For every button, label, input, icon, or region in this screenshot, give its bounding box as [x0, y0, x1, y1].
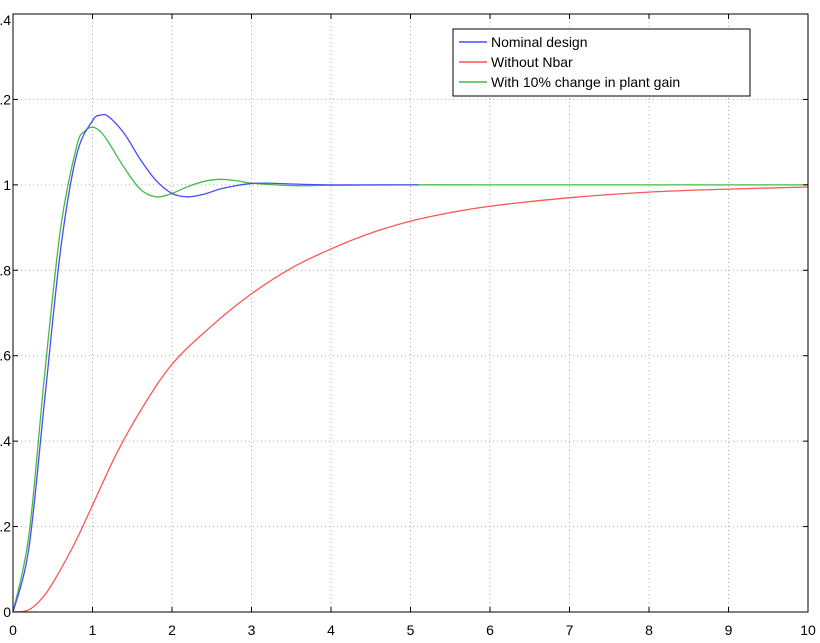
x-tick-label: 5: [407, 622, 415, 638]
x-tick-label: 0: [9, 622, 17, 638]
legend: Nominal design Without Nbar With 10% chang…: [452, 28, 751, 97]
legend-label: Nominal design: [491, 34, 588, 50]
series-group: [12, 113, 809, 613]
x-tick-label: 4: [327, 622, 335, 638]
x-tick-label: 8: [645, 622, 653, 638]
x-tick-label: 10: [800, 622, 816, 638]
y-tick-label: 1.4: [0, 12, 11, 28]
x-tick-label: 3: [248, 622, 256, 638]
y-tick-label: 1: [3, 177, 11, 193]
ticks: 0 1 2 3 4 5 6 7 8 9 10 0 0.2 0.4 0.6 0.8 1 1.2 1.4: [0, 12, 816, 638]
legend-box: [452, 28, 751, 97]
x-tick-label: 7: [566, 622, 574, 638]
x-tick-label: 6: [486, 622, 494, 638]
y-tick-label: 0.6: [0, 348, 11, 364]
y-tick-label: 0: [3, 604, 11, 620]
series-line-1: [12, 186, 809, 613]
y-tick-label: 0.4: [0, 433, 11, 449]
x-tick-label: 1: [89, 622, 97, 638]
series-line-0: [12, 113, 419, 613]
x-tick-label: 2: [168, 622, 176, 638]
grid: [13, 14, 808, 612]
y-tick-label: 1.2: [0, 91, 11, 107]
y-tick-label: 0.2: [0, 519, 11, 535]
x-tick-label: 9: [725, 622, 733, 638]
y-tick-label: 0.8: [0, 262, 11, 278]
legend-label: With 10% change in plant gain: [491, 74, 680, 90]
legend-label: Without Nbar: [491, 54, 573, 70]
